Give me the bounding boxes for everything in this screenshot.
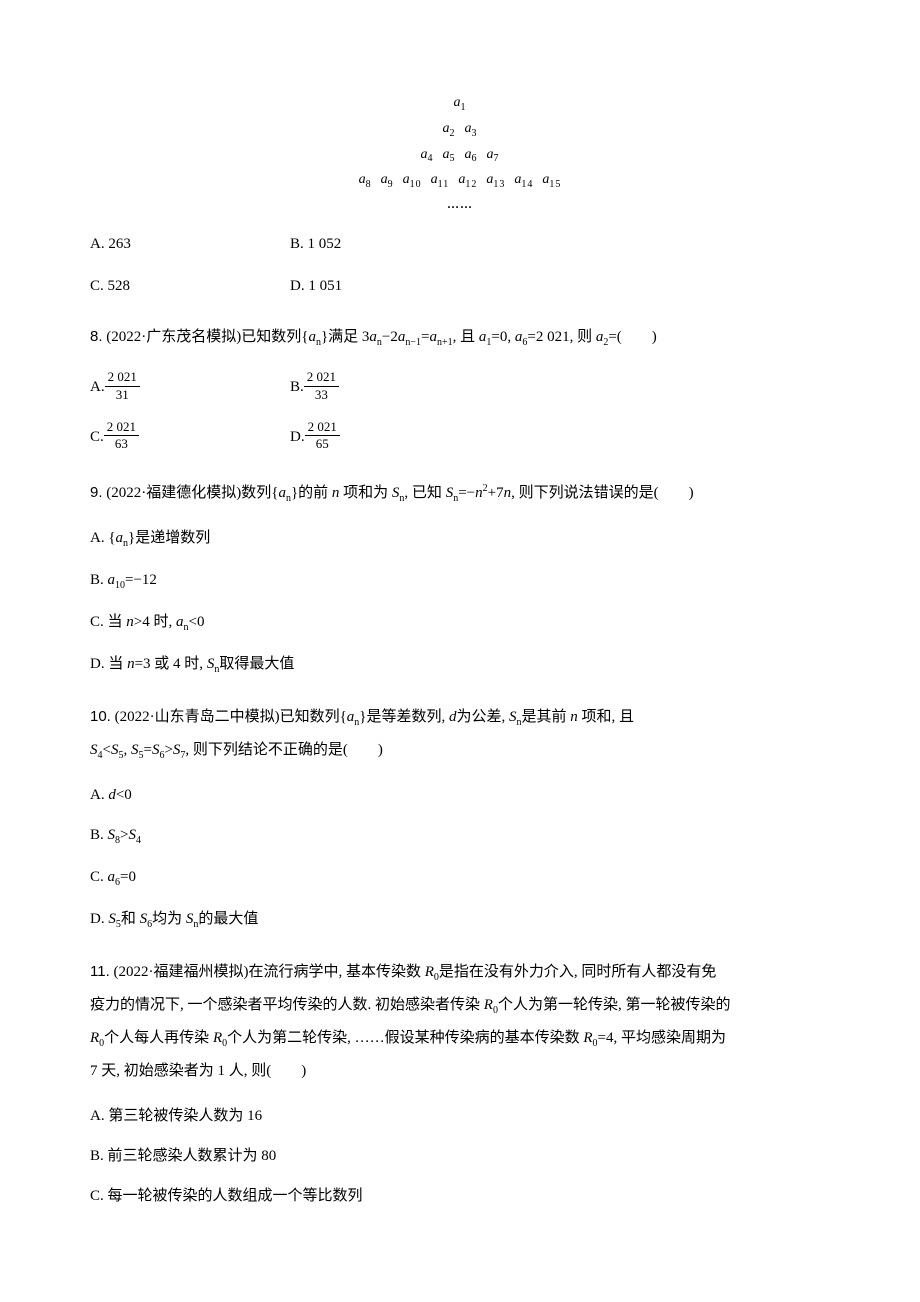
q10-opt-c: C. a6=0 [90,865,830,891]
triangle-row-3: a4 a5 a6 a7 [90,144,830,168]
q11-opt-b: B. 前三轮感染人数累计为 80 [90,1144,830,1168]
q11-opt-a: A. 第三轮被传染人数为 16 [90,1104,830,1128]
q8-opt-b: B.2 02133 [290,372,490,404]
q10-opt-d: D. S5和 S6均为 Sn的最大值 [90,907,830,933]
triangle-row-4: a8 a9 a10 a11 a12 a13 a14 a15 [90,169,830,193]
sequence-triangle: a1 a2 a3 a4 a5 a6 a7 a8 a9 a10 a11 a12 a… [90,92,830,214]
q7-opt-b: B. 1 052 [290,232,490,256]
q7-options-row1: A. 263 B. 1 052 [90,232,830,256]
q7-opt-c: C. 528 [90,274,290,298]
q9-opt-b: B. a10=−12 [90,568,830,594]
q8-opt-d: D.2 02165 [290,422,490,454]
q8-opt-a: A.2 02131 [90,372,290,404]
q9-opt-d: D. 当 n=3 或 4 时, Sn取得最大值 [90,652,830,678]
q9-number: 9. [90,484,103,501]
q9-opt-c: C. 当 n>4 时, an<0 [90,610,830,636]
triangle-dots: …… [90,195,830,214]
triangle-row-2: a2 a3 [90,118,830,142]
q11-stem: 11. (2022·福建福州模拟)在流行病学中, 基本传染数 R0是指在没有外力… [90,955,830,1088]
q9-stem: 9. (2022·福建德化模拟)数列{an}的前 n 项和为 Sn, 已知 Sn… [90,476,830,510]
q11-number: 11. [90,963,110,980]
q10-stem: 10. (2022·山东青岛二中模拟)已知数列{an}是等差数列, d为公差, … [90,700,830,767]
q7-options-row2: C. 528 D. 1 051 [90,274,830,298]
q8-number: 8. [90,328,103,345]
q10-opt-b: B. S8>S4 [90,823,830,849]
q9-opt-a: A. {an}是递增数列 [90,526,830,552]
q11-opt-c: C. 每一轮被传染的人数组成一个等比数列 [90,1184,830,1208]
q10-number: 10. [90,708,111,725]
q8-options-row1: A.2 02131 B.2 02133 [90,372,830,404]
q8-opt-c: C.2 02163 [90,422,290,454]
q10-opt-a: A. d<0 [90,783,830,807]
triangle-row-1: a1 [90,92,830,116]
q7-opt-a: A. 263 [90,232,290,256]
q8-stem: 8. (2022·广东茂名模拟)已知数列{an}满足 3an−2an−1=an+… [90,320,830,354]
q7-opt-d: D. 1 051 [290,274,490,298]
q8-options-row2: C.2 02163 D.2 02165 [90,422,830,454]
